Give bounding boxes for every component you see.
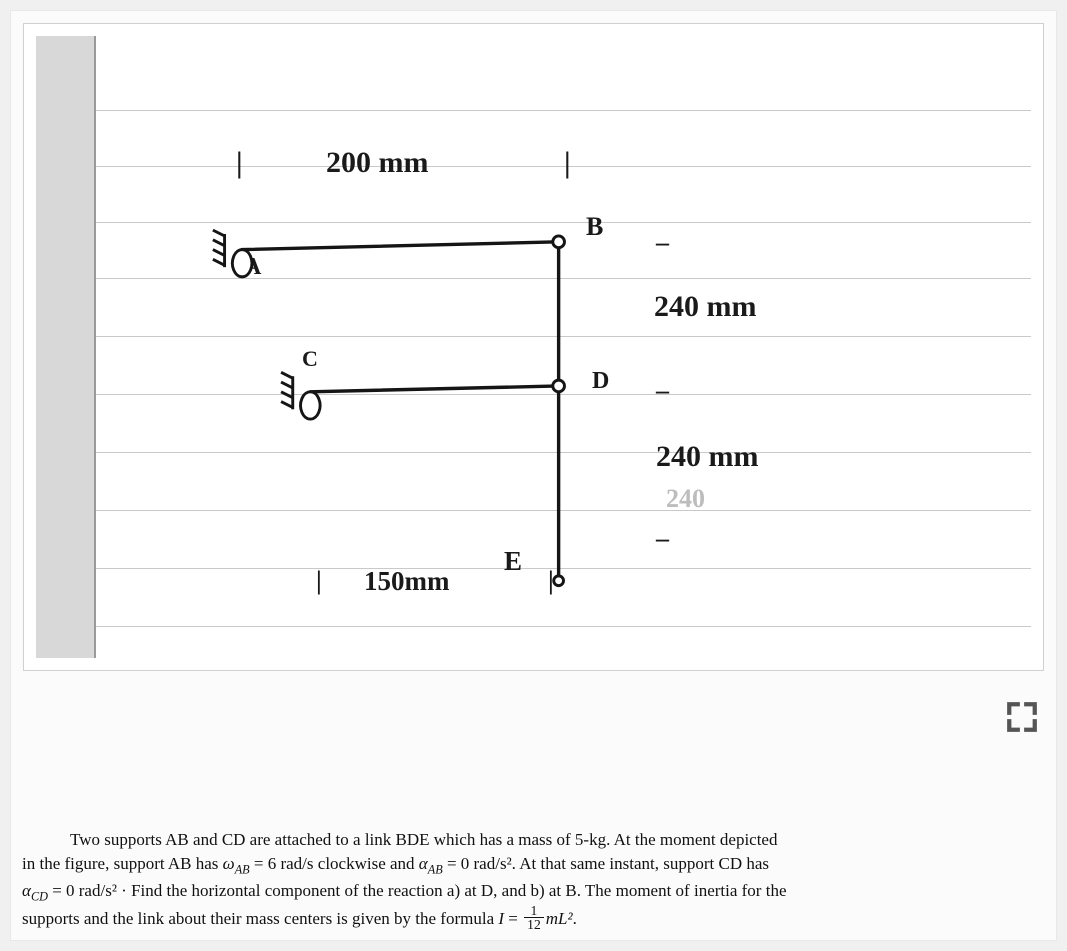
fraction-numerator: 1 [524, 904, 544, 919]
tick-mark: – [656, 524, 669, 554]
rule-line [96, 278, 1031, 279]
point-label-c: C [302, 346, 318, 372]
tick-mark: | [316, 566, 322, 596]
problem-statement: Two supports AB and CD are attached to a… [22, 828, 1045, 934]
subscript: CD [31, 889, 48, 903]
tick-mark: – [656, 376, 669, 406]
tick-mark: | [236, 146, 243, 180]
rule-line [96, 452, 1031, 453]
fraction-denominator: 12 [524, 918, 544, 932]
point-label-a: A [244, 254, 261, 281]
figure-frame: | 200 mm | – 240 mm – 240 mm 240 – | 150… [23, 23, 1044, 671]
rule-line [96, 626, 1031, 627]
dim-label-ce: 150mm [364, 566, 449, 597]
point-label-b: B [586, 212, 603, 242]
problem-line: = [504, 909, 522, 928]
problem-line: = 0 rad/s². At that same instant, suppor… [443, 854, 769, 873]
rule-line [96, 568, 1031, 569]
rule-line [96, 110, 1031, 111]
problem-line: in the figure, support AB has [22, 854, 223, 873]
problem-line: supports and the link about their mass c… [22, 909, 498, 928]
symbol-alpha: α [419, 854, 428, 873]
subscript: AB [235, 863, 250, 877]
problem-line: = 0 rad/s² · Find the horizontal compone… [48, 881, 787, 900]
rule-line [96, 510, 1031, 511]
symbol-omega: ω [223, 854, 235, 873]
fraction: 112 [524, 904, 544, 932]
tick-mark: – [656, 228, 669, 258]
problem-line: Two supports AB and CD are attached to a… [70, 830, 777, 849]
point-label-d: D [592, 368, 609, 395]
rule-line [96, 336, 1031, 337]
problem-line: . [573, 909, 577, 928]
dim-label-de: 240 mm [656, 440, 758, 474]
faint-ghost-text: 240 [666, 484, 705, 514]
subscript: AB [428, 863, 443, 877]
symbol-mL2: mL² [546, 909, 573, 928]
rule-line [96, 222, 1031, 223]
notebook-paper: | 200 mm | – 240 mm – 240 mm 240 – | 150… [96, 36, 1031, 658]
dim-label-bd: 240 mm [654, 290, 756, 324]
linkage-diagram [96, 36, 1031, 658]
point-label-e: E [504, 546, 522, 577]
problem-line: = 6 rad/s clockwise and [250, 854, 419, 873]
symbol-alpha: α [22, 881, 31, 900]
page-container: | 200 mm | – 240 mm – 240 mm 240 – | 150… [10, 10, 1057, 941]
tick-mark: | [564, 146, 571, 180]
rule-line [96, 394, 1031, 395]
tick-mark: | [548, 566, 554, 596]
fullscreen-icon[interactable] [1005, 700, 1039, 734]
notebook-spiral [36, 36, 96, 658]
dim-label-ab: 200 mm [326, 146, 428, 180]
